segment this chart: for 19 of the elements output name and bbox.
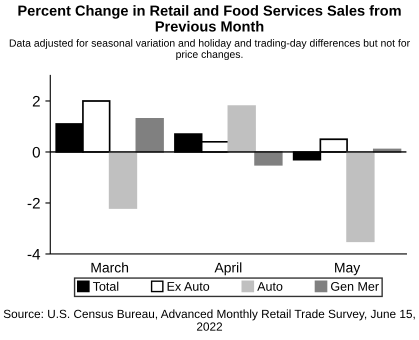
bar	[136, 118, 164, 153]
y-tick-label: 0	[32, 146, 40, 158]
legend-label: Gen Mer	[331, 282, 379, 291]
x-tick-label: May	[335, 262, 360, 276]
legend-label: Ex Auto	[168, 282, 210, 291]
bar	[108, 151, 138, 209]
legend-label: Auto	[257, 282, 282, 291]
bar	[228, 105, 256, 153]
x-tick-label: March	[91, 262, 128, 273]
bar	[346, 151, 375, 242]
y-tick-label: 2	[32, 96, 40, 107]
x-tick-label: April	[214, 262, 242, 276]
y-tick-label: -2	[28, 198, 40, 209]
y-tick-label: -4	[28, 249, 40, 260]
chart-subtitle: Data adjusted for seasonal variation and holiday and trading-day differences but not for price changes.	[10, 39, 410, 60]
chart-title: Percent Change in Retail and Food Services Sales from Previous Month	[18, 5, 401, 32]
legend-label: Total	[92, 282, 118, 291]
source-note: Source: U.S. Census Bureau, Advanced Monthly Retail Trade Survey, June 15, 2022	[4, 309, 415, 331]
bar	[254, 151, 283, 166]
